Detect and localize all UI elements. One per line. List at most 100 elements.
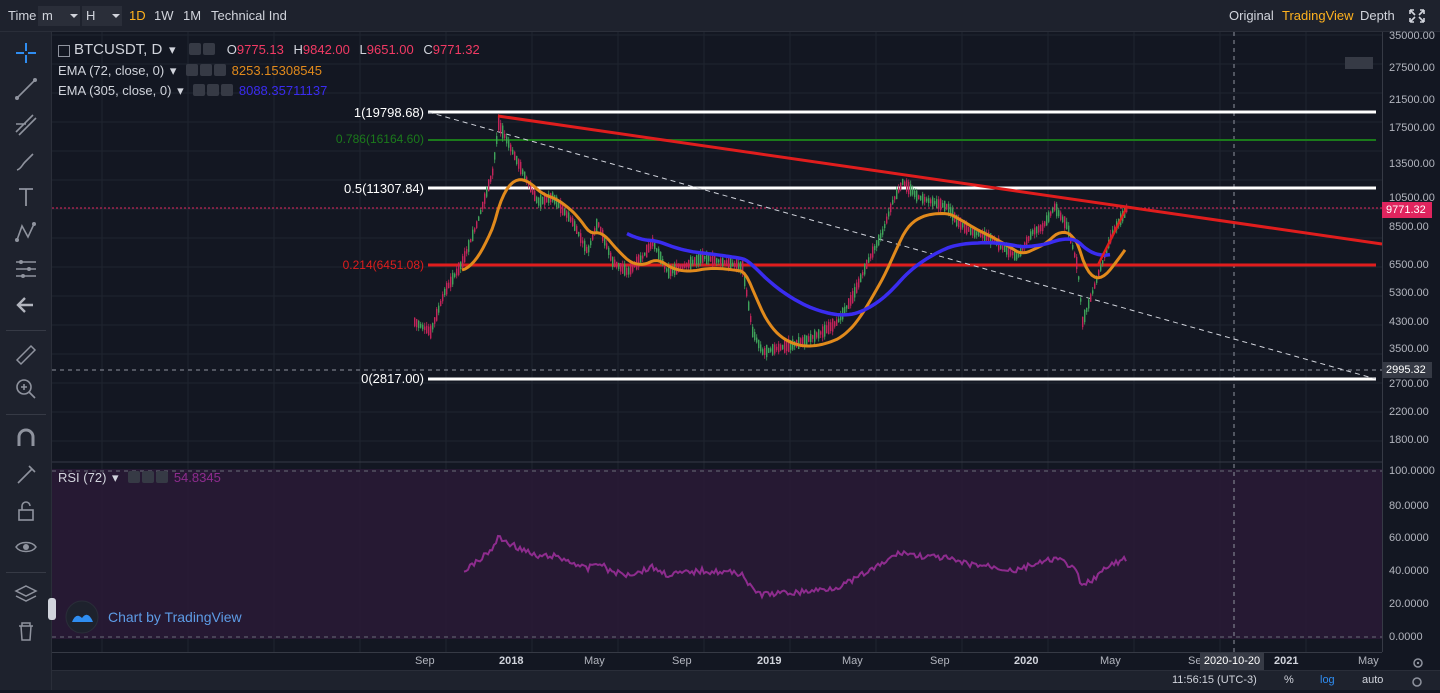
ema-72-line <box>461 178 1127 348</box>
rsi-legend: RSI (72) ▾ 54.8345 <box>58 470 221 486</box>
crosshair-price-badge: 2995.32 <box>1382 362 1432 378</box>
ema72-legend: EMA (72, close, 0) ▾ 8253.15308545 <box>58 63 322 79</box>
view-tradingview-button[interactable]: TradingView <box>1282 8 1354 23</box>
zoom-in-icon[interactable] <box>13 376 39 402</box>
time-tick: May <box>842 655 863 667</box>
close-value: 9771.32 <box>432 42 480 57</box>
trash-icon[interactable] <box>13 618 39 644</box>
chevron-down-icon[interactable]: ▾ <box>168 42 176 57</box>
time-tick: 2021 <box>1274 655 1299 667</box>
price-tick: 10500.00 <box>1389 192 1435 204</box>
chevron-down-icon <box>112 14 120 18</box>
time-axis[interactable]: Sep 2018 May Sep 2019 May Sep 2020 May S… <box>52 652 1382 670</box>
settings-icon[interactable] <box>1411 656 1425 668</box>
indicator-controls-icon[interactable] <box>193 84 235 99</box>
prediction-icon[interactable] <box>13 256 39 282</box>
price-tick: 4300.00 <box>1389 316 1429 328</box>
open-value: 9775.13 <box>236 42 284 57</box>
chevron-down-icon[interactable]: ▾ <box>112 470 119 485</box>
fib-label-1: 1(19798.68) <box>353 105 424 120</box>
chevron-down-icon[interactable]: ▾ <box>177 83 184 98</box>
indicator-controls-icon[interactable] <box>128 471 170 486</box>
view-original-button[interactable]: Original <box>1229 8 1274 23</box>
crosshair-time-badge: 2020-10-20 <box>1200 653 1264 670</box>
hour-select[interactable]: H <box>82 6 122 26</box>
ema305-legend: EMA (305, close, 0) ▾ 8088.35711137 <box>58 83 327 99</box>
low-value: 9651.00 <box>366 42 414 57</box>
time-tick: Sep <box>672 655 692 667</box>
ema305-value: 8088.35711137 <box>238 83 328 98</box>
rsi-tick: 0.0000 <box>1389 631 1423 643</box>
price-tick: 21500.00 <box>1389 94 1435 106</box>
rsi-tick: 40.0000 <box>1389 565 1429 577</box>
chevron-down-icon <box>70 14 78 18</box>
price-tick: 3500.00 <box>1389 343 1429 355</box>
technical-indicators-button[interactable]: Technical Ind <box>211 8 287 23</box>
symbol-legend: BTCUSDT, D ▾ O9775.13 H9842.00 L9651.00 … <box>58 41 480 58</box>
time-tick: 2018 <box>499 655 524 667</box>
brush-icon[interactable] <box>13 148 39 174</box>
rsi-name[interactable]: RSI (72) <box>58 470 107 485</box>
rsi-tick: 80.0000 <box>1389 500 1429 512</box>
price-tick: 17500.00 <box>1389 122 1435 134</box>
time-tick: May <box>584 655 605 667</box>
time-tick: 2019 <box>757 655 782 667</box>
text-tool-icon[interactable] <box>13 184 39 210</box>
support-trendline <box>1096 206 1129 266</box>
interval-1w[interactable]: 1W <box>154 8 174 23</box>
rsi-panel <box>52 469 1382 639</box>
minute-select[interactable]: m <box>38 6 80 26</box>
drawing-toolbar <box>0 32 52 690</box>
ema72-name[interactable]: EMA (72, close, 0) <box>58 63 165 78</box>
indicator-controls-icon[interactable] <box>186 64 228 79</box>
layers-icon[interactable] <box>13 582 39 608</box>
fib-tool-icon[interactable] <box>13 112 39 138</box>
auto-scale-button[interactable]: auto <box>1362 674 1384 686</box>
settings-icon[interactable] <box>189 43 217 58</box>
price-tick: 35000.00 <box>1389 30 1435 42</box>
chevron-down-icon[interactable]: ▾ <box>169 63 177 78</box>
rsi-tick: 60.0000 <box>1389 532 1429 544</box>
trend-line-icon[interactable] <box>13 76 39 102</box>
top-toolbar: Time m H 1D 1W 1M Technical Ind Original… <box>0 0 1440 32</box>
price-chart[interactable]: Chart by TradingView <box>52 32 1382 652</box>
lock-icon[interactable] <box>13 498 39 524</box>
time-tick: Se <box>1188 655 1202 667</box>
interval-1d[interactable]: 1D <box>129 8 146 23</box>
gear-icon[interactable] <box>1410 675 1424 687</box>
price-tick: 1800.00 <box>1389 434 1429 446</box>
time-tick: Sep <box>415 655 435 667</box>
log-scale-button[interactable]: log <box>1320 674 1335 686</box>
tradingview-logo <box>65 600 99 634</box>
rsi-line <box>463 534 1127 600</box>
time-tick: 2020 <box>1014 655 1039 667</box>
symbol-name[interactable]: BTCUSDT, D <box>74 41 163 58</box>
price-tick: 27500.00 <box>1389 62 1435 74</box>
resistance-trendline <box>497 114 1382 246</box>
collapse-toolbar-handle[interactable] <box>48 598 56 620</box>
time-tick: Sep <box>930 655 950 667</box>
price-axis[interactable]: 35000.00 27500.00 21500.00 17500.00 1350… <box>1382 30 1440 652</box>
lock-drawings-icon[interactable] <box>13 462 39 488</box>
view-depth-button[interactable]: Depth <box>1360 8 1395 23</box>
ruler-icon[interactable] <box>13 342 39 368</box>
price-tick: 13500.00 <box>1389 158 1435 170</box>
pattern-icon[interactable] <box>13 220 39 246</box>
watermark-text: Chart by TradingView <box>108 609 242 625</box>
magnet-icon[interactable] <box>13 426 39 452</box>
high-value: 9842.00 <box>302 42 350 57</box>
rsi-value: 54.8345 <box>173 470 221 485</box>
status-bar: 11:56:15 (UTC-3) % log auto <box>52 670 1440 690</box>
back-arrow-icon[interactable] <box>13 292 39 318</box>
collapse-icon[interactable] <box>58 44 70 57</box>
fullscreen-icon[interactable] <box>1408 8 1426 24</box>
crosshair-icon[interactable] <box>13 40 39 66</box>
interval-1m[interactable]: 1M <box>183 8 202 23</box>
fib-label-786: 0.786(16164.60) <box>335 132 424 146</box>
fib-label-214: 0.214(6451.08) <box>342 258 424 272</box>
scale-buttons[interactable] <box>1345 57 1373 69</box>
ema305-name[interactable]: EMA (305, close, 0) <box>58 83 172 98</box>
eye-icon[interactable] <box>13 534 39 560</box>
percent-scale-button[interactable]: % <box>1284 674 1294 686</box>
fib-label-0: 0(2817.00) <box>361 371 424 386</box>
